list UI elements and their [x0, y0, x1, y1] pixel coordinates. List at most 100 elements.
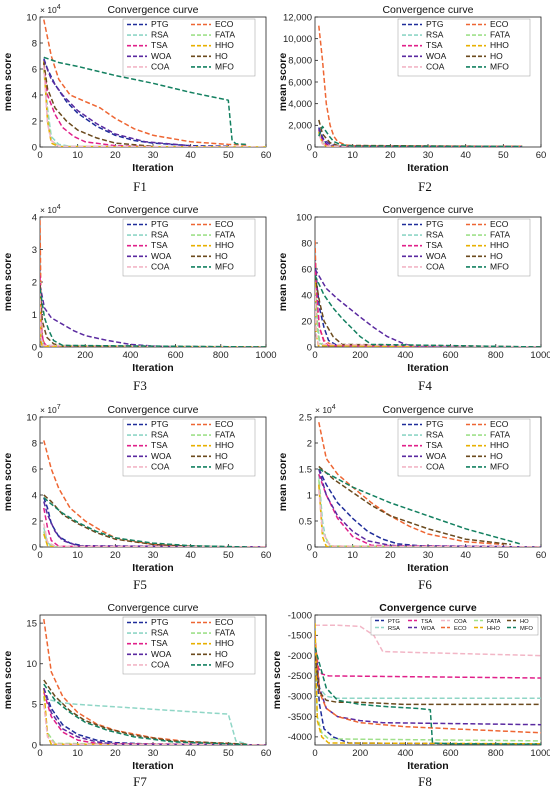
f7-ytick-label: 0: [32, 740, 37, 751]
f4-series-coa: [315, 288, 541, 347]
f4-xtick-label: 800: [488, 350, 504, 361]
f1-legend-label-ho: HO: [215, 51, 228, 61]
f8-ytick-label: -2000: [288, 651, 312, 662]
f8-legend-label-mfo: MFO: [520, 626, 533, 632]
f7-xtick-label: 20: [110, 748, 121, 759]
f7-xlabel: Iteration: [132, 760, 173, 772]
f6-legend-label-tsa: TSA: [426, 440, 443, 450]
chart-panel-f7: Convergence curve 0 10 20 30 40 50 60 0 5 10 15 Iter…: [0, 598, 275, 778]
f4-ytick-label: 80: [301, 238, 312, 249]
f3-title: Convergence curve: [107, 204, 198, 216]
f5-series-eco: [43, 440, 248, 547]
f7-ylabel: mean score: [2, 651, 14, 710]
f7-legend-label-coa: COA: [151, 659, 170, 669]
f8-xtick-label: 0: [312, 748, 317, 759]
f1-title: Convergence curve: [107, 4, 198, 16]
f3-legend-label-fata: FATA: [215, 230, 235, 240]
f2-legend-label-rsa: RSA: [426, 30, 444, 40]
f4-xtick-label: 600: [443, 350, 459, 361]
f6-legend-label-coa: COA: [426, 461, 445, 471]
f7-series-hho: [43, 688, 266, 745]
f2-legend-label-ptg: PTG: [426, 19, 443, 29]
f3-ylabel: mean score: [2, 253, 14, 312]
f5-xtick-label: 30: [148, 550, 159, 561]
f1-ytick-label: 2: [32, 116, 37, 127]
f6-ytick-label: 0.5: [299, 516, 312, 527]
f2-ytick-label: 8,000: [288, 56, 312, 67]
f2-ytick-label: 2,000: [288, 121, 312, 132]
f4-series-group: [315, 240, 541, 347]
f4-legend-label-eco: ECO: [490, 219, 509, 229]
f5-series-coa: [43, 523, 266, 547]
f3-exponent: × 104: [40, 204, 61, 215]
f5-legend-label-ptg: PTG: [151, 419, 168, 429]
f7-legend-label-tsa: TSA: [151, 638, 168, 648]
f7-legend-label-fata: FATA: [215, 628, 235, 638]
chart-f3-svg: Convergence curve 0 200 400 600 800 1000 0 1 2 3 4×…: [2, 204, 277, 374]
f4-legend-label-rsa: RSA: [426, 230, 444, 240]
f5-exponent: × 107: [40, 404, 61, 415]
f3-legend-label-tsa: TSA: [151, 240, 168, 250]
f7-series-group: [43, 618, 266, 745]
f6-ytick-label: 1.5: [299, 464, 312, 475]
f7-ytick-label: 15: [26, 618, 37, 629]
f6-xtick-label: 0: [312, 550, 317, 561]
f7-legend-label-rsa: RSA: [151, 628, 169, 638]
f2-series-mfo: [318, 125, 523, 147]
f8-xtick-label: 400: [397, 748, 413, 759]
f1-xtick-label: 60: [261, 150, 272, 161]
f6-legend-label-fata: FATA: [490, 430, 510, 440]
f6-xtick-label: 50: [498, 550, 509, 561]
f8-series-coa: [315, 624, 541, 657]
f5-ytick-label: 6: [32, 464, 37, 475]
chart-panel-f5: Convergence curve 0 10 20 30 40 50 60 0 2 4 6 8 10 × 1…: [0, 400, 275, 580]
chart-panel-f1: Convergence curve 0 10 20 30 40 50 60 0 2 4 6 8 10 × 1…: [0, 0, 275, 180]
f2-ytick-label: 12,000: [283, 12, 312, 23]
f6-xtick-label: 40: [460, 550, 471, 561]
f7-xtick-label: 10: [72, 748, 83, 759]
chart-panel-f8: Convergence curve 0 200 400 600 800 1000 -4000 -…: [271, 598, 550, 778]
f6-series-coa: [318, 489, 541, 547]
f4-ytick-label: 100: [296, 212, 312, 223]
f6-legend-label-rsa: RSA: [426, 430, 444, 440]
f2-series-ho: [318, 119, 523, 147]
f7-legend-label-ptg: PTG: [151, 617, 168, 627]
f1-exponent: × 104: [40, 4, 61, 15]
f3-xtick-label: 1000: [255, 350, 276, 361]
f3-xlabel: Iteration: [132, 362, 173, 374]
f5-xtick-label: 0: [37, 550, 42, 561]
f4-xtick-label: 200: [352, 350, 368, 361]
f6-legend-label-eco: ECO: [490, 419, 509, 429]
f8-series-group: [315, 623, 541, 745]
f8-xtick-label: 1000: [530, 748, 550, 759]
f2-legend-label-tsa: TSA: [426, 40, 443, 50]
f7-xtick-label: 0: [37, 748, 42, 759]
f4-xlabel: Iteration: [407, 362, 448, 374]
f6-series-mfo: [318, 468, 523, 546]
chart-f8-svg: Convergence curve 0 200 400 600 800 1000 -4000 -…: [271, 602, 550, 772]
f3-ytick-label: 3: [32, 245, 37, 256]
f2-ytick-label: 4,000: [288, 99, 312, 110]
f3-series-coa: [40, 291, 266, 347]
f5-xtick-label: 40: [185, 550, 196, 561]
f5-legend-label-woa: WOA: [151, 451, 172, 461]
f1-series-eco: [43, 19, 248, 146]
f8-legend-label-ho: HO: [520, 619, 529, 625]
f3-legend-label-hho: HHO: [215, 240, 234, 250]
f3-legend-label-rsa: RSA: [151, 230, 169, 240]
f1-ytick-label: 6: [32, 64, 37, 75]
f1-xtick-label: 20: [110, 150, 121, 161]
chart-panel-f6: Convergence curve 0 10 20 30 40 50 60 0 0.5 1 1.5 2 2…: [275, 400, 550, 580]
f8-legend-label-coa: COA: [454, 619, 467, 625]
f7-series-rsa: [43, 695, 248, 745]
f3-xtick-label: 0: [37, 350, 42, 361]
f5-legend-label-tsa: TSA: [151, 440, 168, 450]
f2-series-group: [318, 25, 523, 147]
f2-legend-label-eco: ECO: [490, 19, 509, 29]
f1-series-tsa: [43, 63, 154, 147]
f8-xtick-label: 800: [488, 748, 504, 759]
f2-ytick-label: 10,000: [283, 34, 312, 45]
f7-series-ho: [43, 679, 248, 745]
f2-ytick-label: 6,000: [288, 77, 312, 88]
